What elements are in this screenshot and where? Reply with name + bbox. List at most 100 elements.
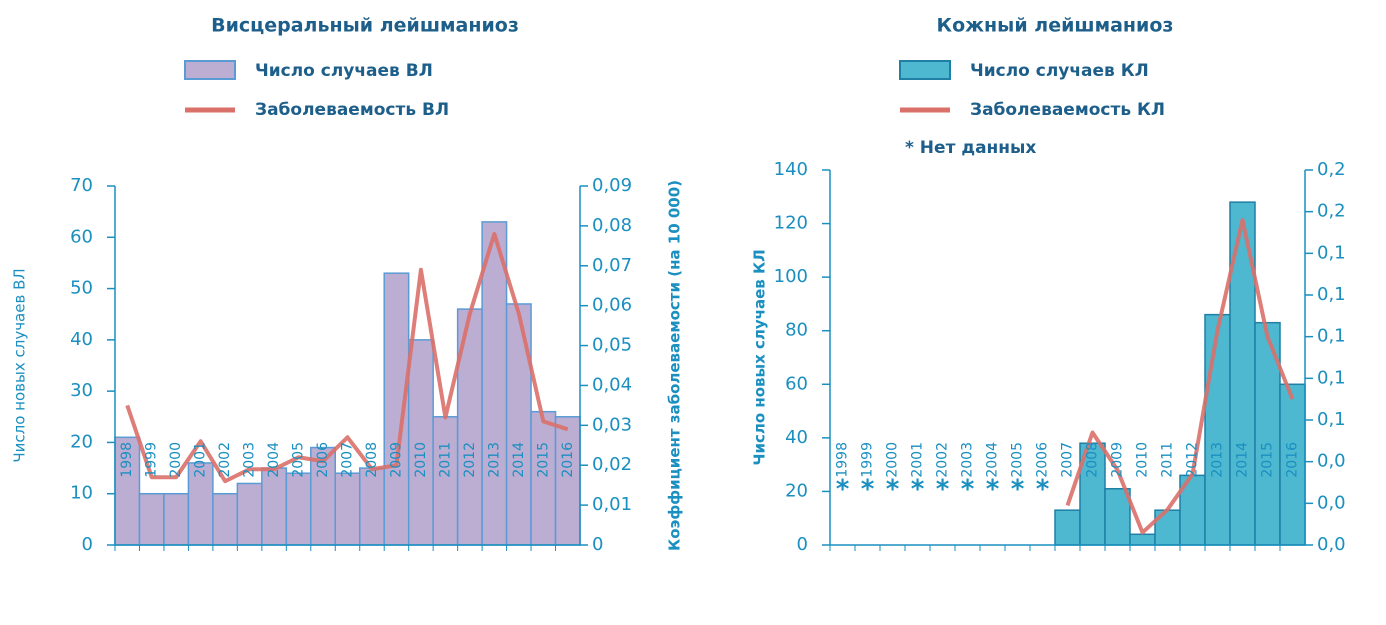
x-tick-label: 2008 bbox=[1085, 442, 1101, 478]
x-tick-label: 2005 bbox=[1010, 442, 1026, 478]
x-tick-label: 2005 bbox=[291, 442, 307, 478]
y2-tick-label: 0,02 bbox=[592, 454, 632, 475]
x-tick-label: 2010 bbox=[1135, 442, 1151, 478]
x-tick-label: 2003 bbox=[242, 442, 258, 478]
bar bbox=[236, 482, 263, 546]
bar bbox=[1129, 533, 1156, 546]
no-data-marker: * bbox=[961, 475, 975, 505]
bar bbox=[505, 303, 532, 546]
y-tick-label: 50 bbox=[70, 278, 93, 299]
y2-tick-label: 0,1 bbox=[1317, 367, 1346, 388]
x-tick-label: 2009 bbox=[1110, 442, 1126, 478]
x-tick-label: 2000 bbox=[168, 442, 184, 478]
bar bbox=[261, 467, 288, 546]
x-tick-label: 2006 bbox=[315, 442, 331, 478]
x-tick-label: 2007 bbox=[340, 442, 356, 478]
x-tick-label: 2011 bbox=[437, 442, 453, 478]
x-tick-label: 1999 bbox=[144, 442, 160, 478]
no-data-marker: * bbox=[1036, 475, 1050, 505]
note: * Нет данных bbox=[905, 138, 1036, 158]
bar bbox=[554, 416, 581, 546]
y-axis-label: Число новых случаев КЛ bbox=[751, 249, 769, 465]
no-data-marker: * bbox=[886, 475, 900, 505]
bar bbox=[285, 472, 312, 546]
y-tick-label: 0 bbox=[82, 534, 93, 555]
no-data-marker: * bbox=[1011, 475, 1025, 505]
bar bbox=[1054, 509, 1081, 546]
y2-tick-label: 0,0 bbox=[1317, 492, 1346, 513]
y2-axis-label: Коэффициент заболеваемости (на 10 000) bbox=[666, 180, 684, 551]
bar bbox=[1204, 313, 1231, 546]
x-tick-label: 1999 bbox=[860, 442, 876, 478]
y-tick-label: 10 bbox=[70, 483, 93, 504]
legend-label: Заболеваемость ВЛ bbox=[255, 100, 449, 120]
x-tick-label: 2004 bbox=[266, 442, 282, 478]
y-tick-label: 80 bbox=[785, 320, 808, 341]
y-tick-label: 20 bbox=[785, 480, 808, 501]
y2-tick-label: 0,09 bbox=[592, 175, 632, 196]
y2-tick-label: 0,07 bbox=[592, 255, 632, 276]
bar bbox=[187, 462, 214, 546]
legend-label: Число случаев КЛ bbox=[970, 61, 1149, 81]
y2-tick-label: 0,0 bbox=[1317, 451, 1346, 472]
y2-tick-label: 0,01 bbox=[592, 494, 632, 515]
bar bbox=[358, 467, 385, 546]
x-tick-label: 2014 bbox=[1235, 442, 1251, 478]
x-tick-label: 2016 bbox=[560, 442, 576, 478]
y2-tick-label: 0,2 bbox=[1317, 201, 1346, 222]
legend-label: Заболеваемость КЛ bbox=[970, 100, 1165, 120]
bar bbox=[212, 492, 239, 546]
no-data-marker: * bbox=[911, 475, 925, 505]
bar bbox=[1254, 321, 1281, 546]
x-tick-label: 2010 bbox=[413, 442, 429, 478]
y-tick-label: 30 bbox=[70, 380, 93, 401]
y-tick-label: 120 bbox=[774, 213, 808, 234]
bar bbox=[334, 472, 361, 546]
chart-title: Кожный лейшманиоз bbox=[937, 15, 1174, 37]
chart-title: Висцеральный лейшманиоз bbox=[211, 15, 519, 37]
x-tick-label: 2003 bbox=[960, 442, 976, 478]
x-tick-label: 2001 bbox=[910, 442, 926, 478]
y-tick-label: 60 bbox=[70, 226, 93, 247]
x-tick-label: 2001 bbox=[193, 442, 209, 478]
bar bbox=[432, 416, 459, 546]
x-tick-label: 2002 bbox=[217, 442, 233, 478]
y-axis-label: Число новых случаев ВЛ bbox=[11, 268, 29, 462]
y-tick-label: 60 bbox=[785, 373, 808, 394]
x-tick-label: 2002 bbox=[935, 442, 951, 478]
no-data-marker: * bbox=[986, 475, 1000, 505]
x-tick-label: 1998 bbox=[119, 442, 135, 478]
y2-tick-label: 0,08 bbox=[592, 215, 632, 236]
legend-label: Число случаев ВЛ bbox=[255, 61, 433, 81]
x-tick-label: 2000 bbox=[885, 442, 901, 478]
x-tick-label: 2004 bbox=[985, 442, 1001, 478]
x-tick-label: 2014 bbox=[511, 442, 527, 478]
bar bbox=[163, 492, 190, 546]
y-tick-label: 100 bbox=[774, 266, 808, 287]
y2-tick-label: 0,1 bbox=[1317, 242, 1346, 263]
bar bbox=[1104, 488, 1131, 546]
y2-tick-label: 0,03 bbox=[592, 414, 632, 435]
x-tick-label: 2013 bbox=[486, 442, 502, 478]
y2-tick-label: 0,06 bbox=[592, 295, 632, 316]
y-tick-label: 20 bbox=[70, 431, 93, 452]
x-tick-label: 2012 bbox=[462, 442, 478, 478]
y-tick-label: 140 bbox=[774, 159, 808, 180]
x-tick-label: 2006 bbox=[1035, 442, 1051, 478]
y-tick-label: 40 bbox=[70, 329, 93, 350]
y-tick-label: 40 bbox=[785, 427, 808, 448]
y2-tick-label: 0,1 bbox=[1317, 326, 1346, 347]
x-tick-label: 2007 bbox=[1060, 442, 1076, 478]
no-data-marker: * bbox=[936, 475, 950, 505]
line bbox=[1065, 218, 1295, 535]
y2-tick-label: 0,2 bbox=[1317, 159, 1346, 180]
x-tick-label: 2016 bbox=[1285, 442, 1301, 478]
x-tick-label: 2013 bbox=[1210, 442, 1226, 478]
x-tick-label: 2009 bbox=[388, 442, 404, 478]
x-tick-label: 2008 bbox=[364, 442, 380, 478]
x-tick-label: 2012 bbox=[1185, 442, 1201, 478]
y2-tick-label: 0,05 bbox=[592, 335, 632, 356]
y2-tick-label: 0,1 bbox=[1317, 284, 1346, 305]
y-tick-label: 0 bbox=[797, 534, 808, 555]
